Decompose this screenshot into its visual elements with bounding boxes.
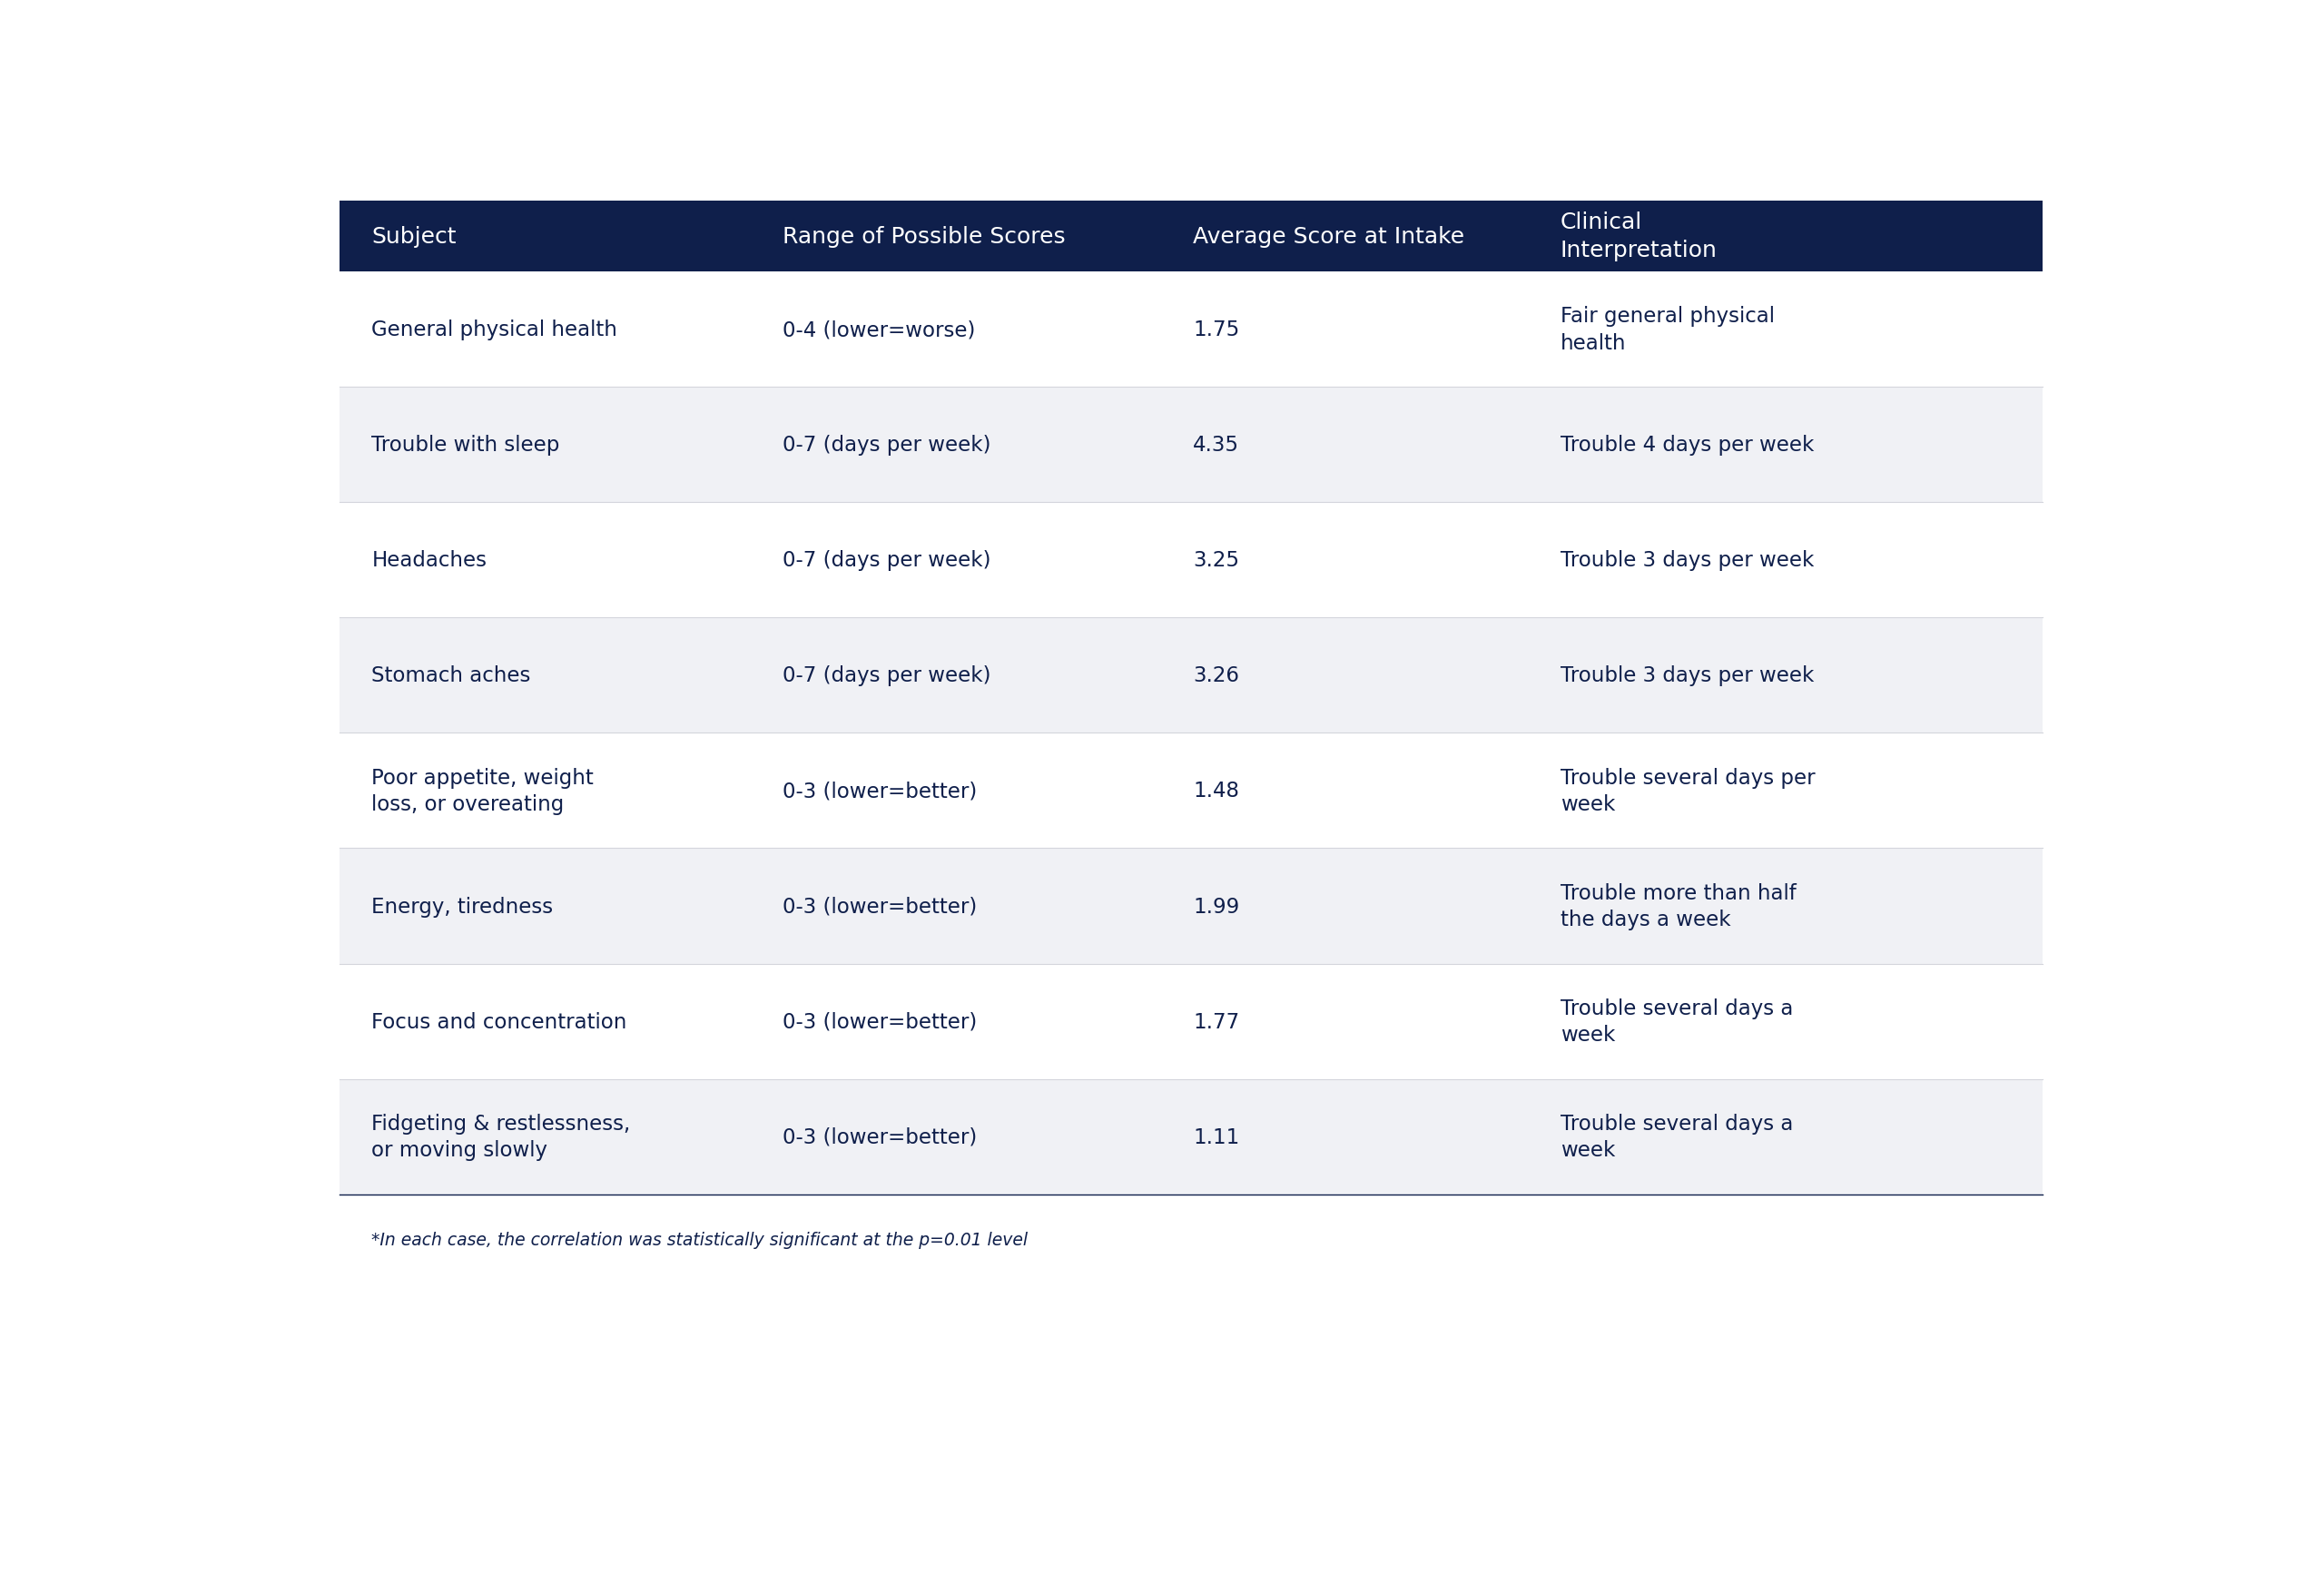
Text: Average Score at Intake: Average Score at Intake (1192, 226, 1464, 247)
Text: 3.26: 3.26 (1192, 666, 1239, 687)
Text: Stomach aches: Stomach aches (372, 666, 530, 687)
Text: 3.25: 3.25 (1192, 550, 1239, 570)
Text: 0-7 (days per week): 0-7 (days per week) (783, 435, 990, 456)
Bar (339, 849, 2043, 964)
Text: *In each case, the correlation was statistically significant at the p=0.01 level: *In each case, the correlation was stati… (372, 1231, 1027, 1249)
Text: 0-7 (days per week): 0-7 (days per week) (783, 666, 990, 687)
Text: Subject: Subject (372, 226, 456, 247)
Bar (339, 1078, 2043, 1195)
Text: 0-7 (days per week): 0-7 (days per week) (783, 550, 990, 570)
Text: Fair general physical
health: Fair general physical health (1559, 306, 1776, 354)
Text: Trouble several days per
week: Trouble several days per week (1559, 768, 1815, 814)
Text: Range of Possible Scores: Range of Possible Scores (783, 226, 1064, 247)
Text: Trouble more than half
the days a week: Trouble more than half the days a week (1559, 883, 1796, 930)
Text: 1.75: 1.75 (1192, 319, 1239, 341)
Text: Headaches: Headaches (372, 550, 486, 570)
Text: Trouble 3 days per week: Trouble 3 days per week (1559, 666, 1815, 687)
Text: Trouble 4 days per week: Trouble 4 days per week (1559, 435, 1815, 456)
Text: 4.35: 4.35 (1192, 435, 1239, 456)
Text: Energy, tiredness: Energy, tiredness (372, 895, 553, 916)
Text: 0-3 (lower=better): 0-3 (lower=better) (783, 1126, 976, 1147)
Text: 1.48: 1.48 (1192, 781, 1239, 801)
Bar (339, 201, 2043, 272)
Bar (339, 618, 2043, 733)
Bar (339, 503, 2043, 618)
Text: Trouble several days a
week: Trouble several days a week (1559, 1114, 1794, 1161)
Text: 1.77: 1.77 (1192, 1012, 1239, 1032)
Text: Clinical
Interpretation: Clinical Interpretation (1559, 212, 1717, 261)
Text: Trouble several days a
week: Trouble several days a week (1559, 997, 1794, 1045)
Bar (339, 964, 2043, 1078)
Text: Trouble 3 days per week: Trouble 3 days per week (1559, 550, 1815, 570)
Bar (339, 272, 2043, 387)
Text: Fidgeting & restlessness,
or moving slowly: Fidgeting & restlessness, or moving slow… (372, 1114, 630, 1161)
Text: Focus and concentration: Focus and concentration (372, 1012, 627, 1032)
Text: 0-3 (lower=better): 0-3 (lower=better) (783, 1012, 976, 1032)
Text: 1.11: 1.11 (1192, 1126, 1239, 1147)
Bar (339, 387, 2043, 503)
Text: 0-4 (lower=worse): 0-4 (lower=worse) (783, 319, 976, 341)
Text: 1.99: 1.99 (1192, 895, 1239, 916)
Text: General physical health: General physical health (372, 319, 618, 341)
Text: Poor appetite, weight
loss, or overeating: Poor appetite, weight loss, or overeatin… (372, 768, 593, 814)
Text: 0-3 (lower=better): 0-3 (lower=better) (783, 781, 976, 801)
Bar (339, 733, 2043, 849)
Text: 0-3 (lower=better): 0-3 (lower=better) (783, 895, 976, 916)
Text: Trouble with sleep: Trouble with sleep (372, 435, 560, 456)
